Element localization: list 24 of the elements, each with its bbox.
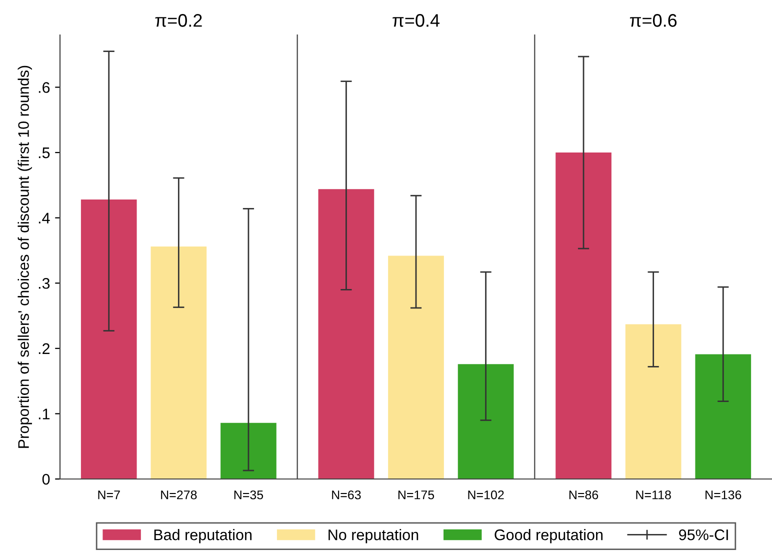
x-tick-label: N=175 (398, 490, 434, 500)
legend-label: Good reputation (494, 529, 603, 544)
text: 95%-CI (679, 529, 728, 540)
chart-title: π=0.4 (392, 14, 440, 27)
legend-label: No reputation (328, 529, 418, 544)
x-tick-label: N=102 (468, 490, 504, 500)
x-tick-label: N=63 (332, 490, 361, 500)
chart-title: π=0.6 (630, 14, 677, 27)
y-tick-label: .3 (38, 278, 50, 289)
x-tick-label: N=118 (636, 490, 671, 500)
y-axis-title: Proportion of sellers' choices of discount (first 10 rounds) (18, 66, 32, 448)
y-tick-label: .5 (38, 148, 50, 158)
y-tick-label: .4 (38, 212, 50, 224)
y-tick-label: 0 (42, 474, 50, 485)
x-tick-label: N=86 (569, 490, 598, 500)
x-tick-label: N=35 (234, 490, 264, 500)
x-tick-label: N=7 (98, 490, 120, 500)
x-tick-label: N=136 (706, 490, 742, 500)
y-tick-label: .6 (38, 82, 50, 93)
x-tick-label: N=278 (161, 490, 197, 500)
y-tick-label: .1 (38, 408, 50, 420)
legend-label: Bad reputation (154, 529, 252, 544)
y-tick-label: .2 (38, 343, 50, 354)
chart-title: π=0.2 (155, 14, 202, 27)
